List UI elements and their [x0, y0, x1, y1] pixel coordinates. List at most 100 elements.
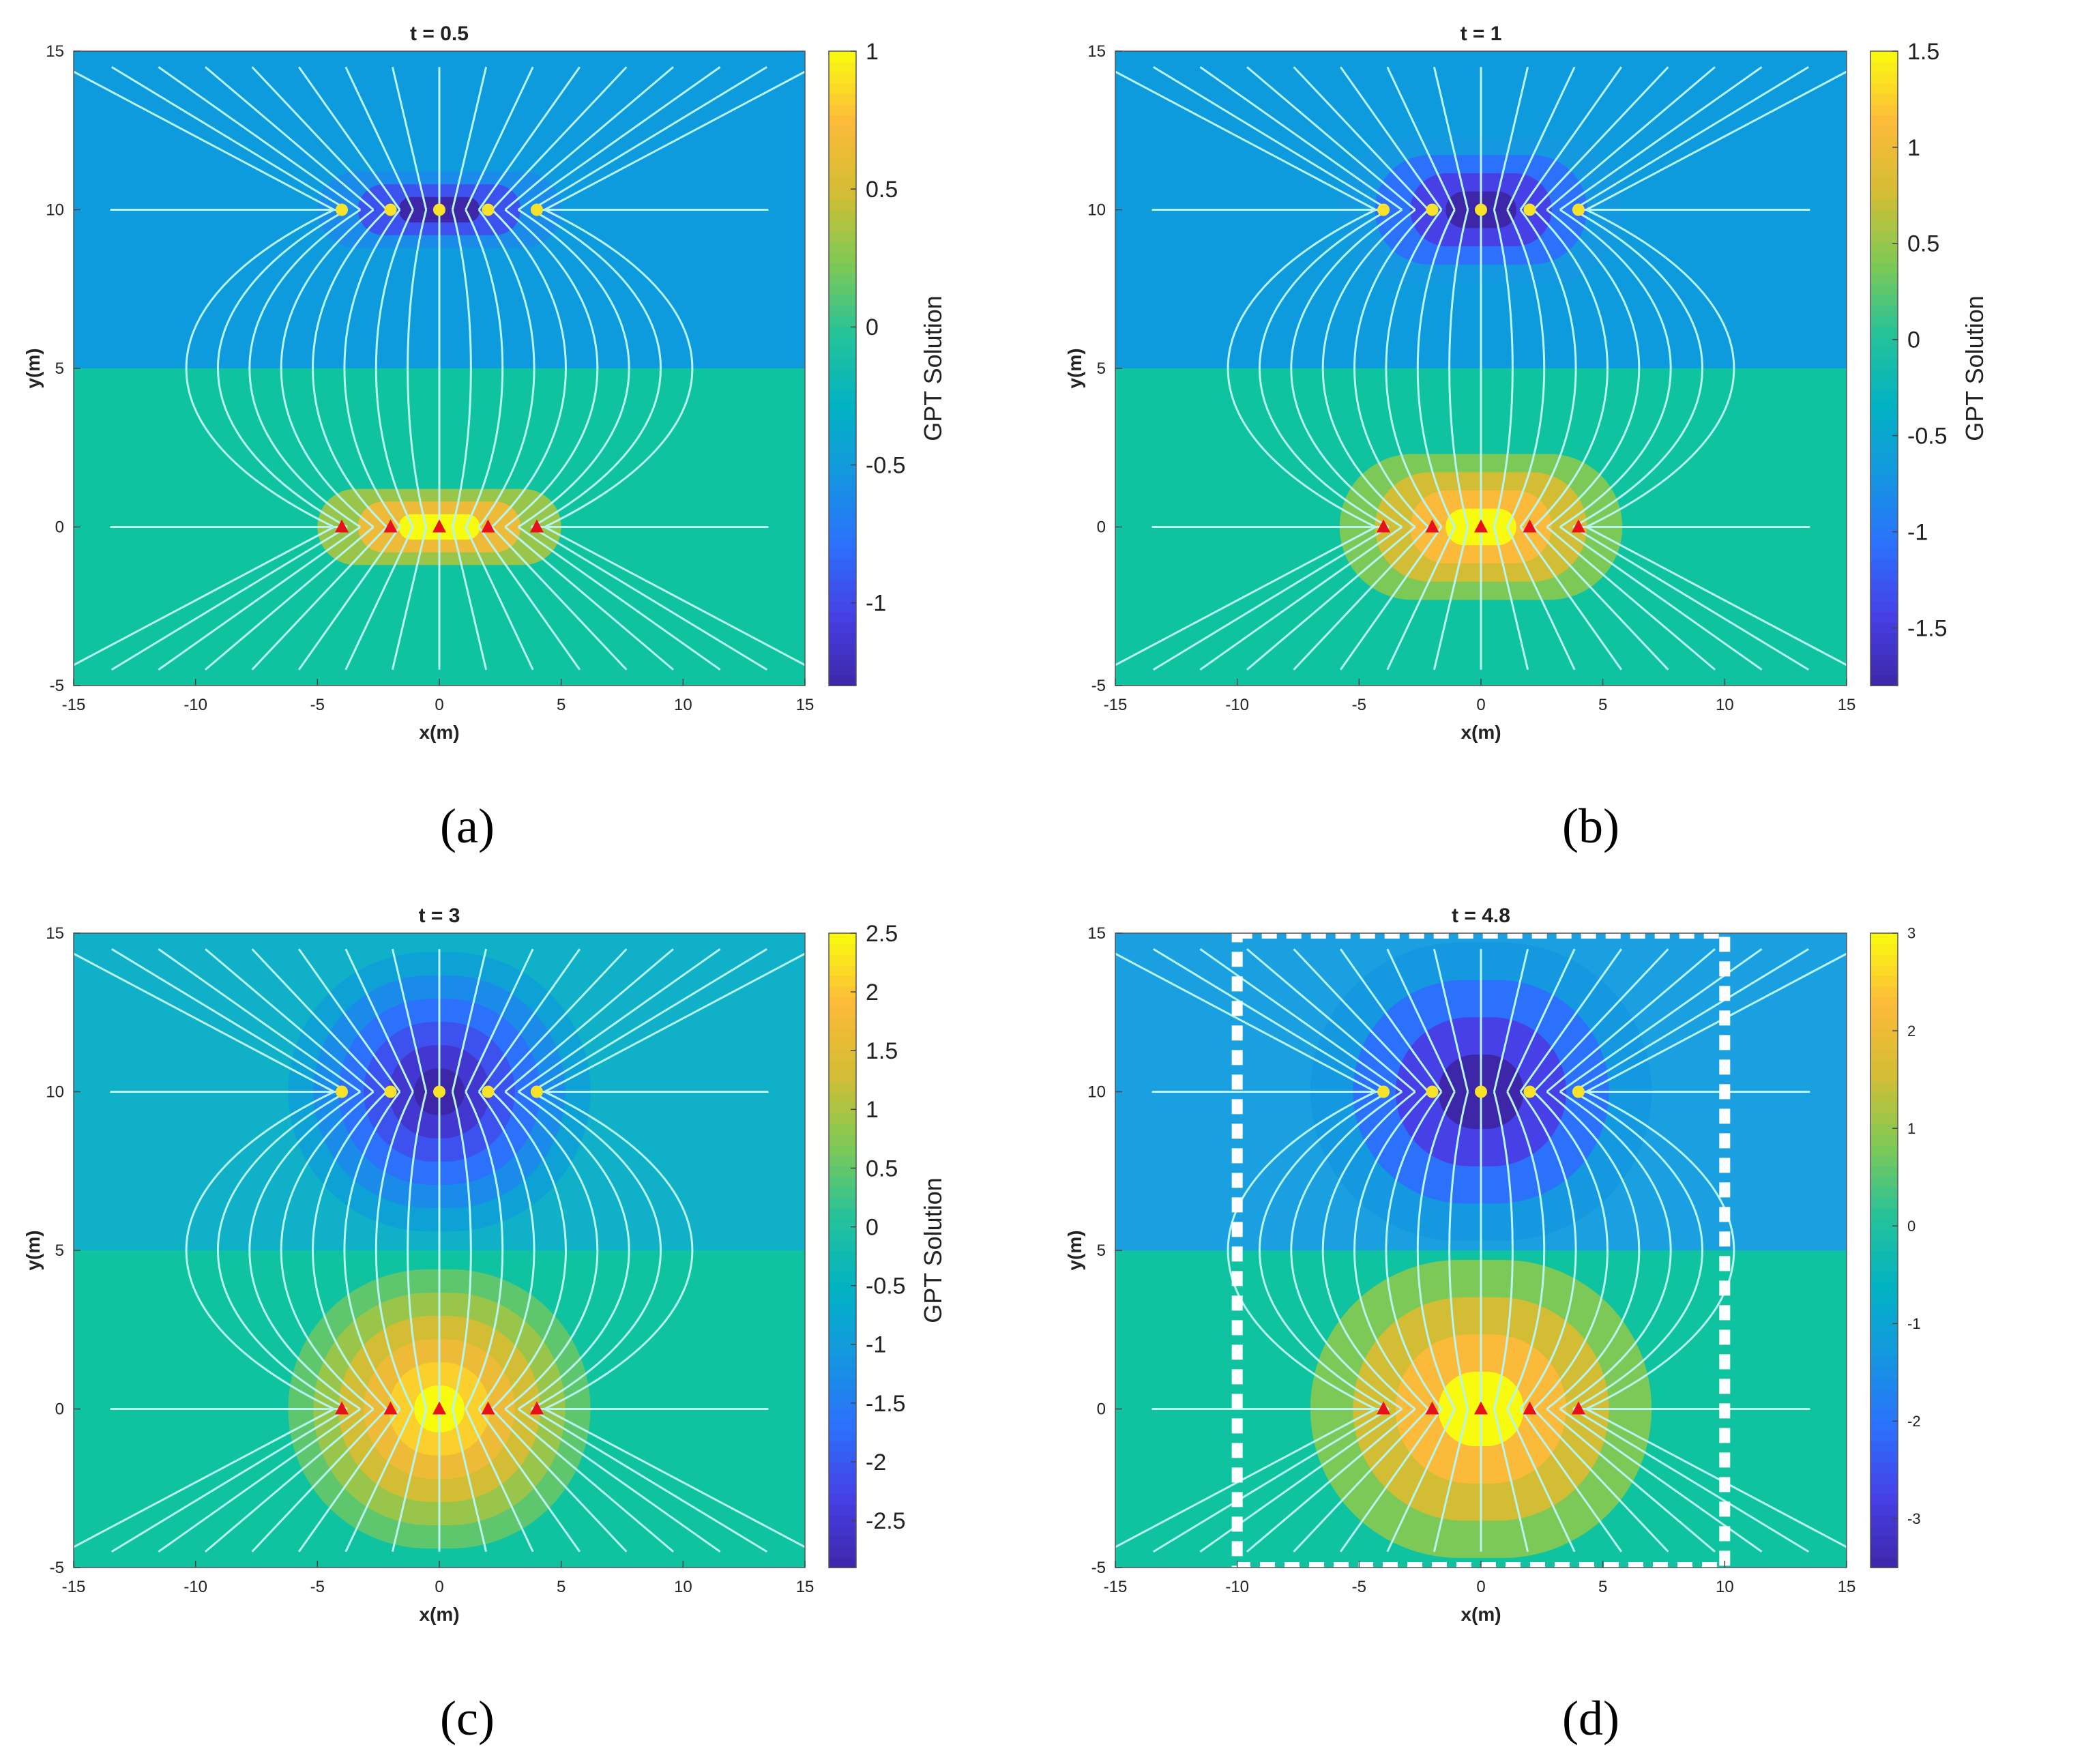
- colorbar-segment: [829, 495, 856, 507]
- sink-electrode: [335, 1401, 349, 1415]
- colorbar-segment: [1870, 1208, 1898, 1220]
- colorbar-segment: [1870, 1345, 1898, 1357]
- streamline: [544, 70, 805, 211]
- x-tick-label: 0: [1476, 1578, 1485, 1596]
- streamline: [1572, 947, 1810, 1093]
- streamline: [1533, 526, 1669, 671]
- colorbar-segment: [829, 1377, 856, 1389]
- plot-area: [74, 51, 805, 686]
- colorbar-segment: [1870, 241, 1898, 253]
- streamlines: [1115, 947, 1847, 1553]
- streamline: [1258, 209, 1390, 528]
- colorbar-segment: [1870, 986, 1898, 997]
- x-tick-label: 0: [435, 696, 443, 714]
- streamline: [251, 1408, 387, 1553]
- colorbar-segment: [829, 442, 856, 454]
- colorbar-segment: [1870, 357, 1898, 369]
- colorbar-segment: [829, 1091, 856, 1103]
- x-axis-label: x(m): [1461, 1604, 1501, 1625]
- colorbar-segment: [1870, 484, 1898, 496]
- colorbar-segment: [829, 400, 856, 411]
- colorbar-segment: [1870, 1271, 1898, 1283]
- streamline: [1493, 948, 1529, 1092]
- streamline: [465, 948, 534, 1093]
- streamline: [1533, 66, 1669, 211]
- colorbar-segment: [829, 1060, 856, 1072]
- colorbar-segment: [1870, 1398, 1898, 1410]
- colorbar-tick-label: -2.5: [866, 1508, 906, 1534]
- streamline: [1321, 1091, 1416, 1410]
- sink-electrode: [1377, 519, 1391, 533]
- colorbar-segment: [1870, 1261, 1898, 1272]
- streamline: [297, 66, 401, 211]
- x-tick-label: 10: [1716, 1578, 1734, 1596]
- colorbar-segment: [829, 1176, 856, 1188]
- colorbar-label: GPT Solution: [919, 1177, 947, 1323]
- colorbar-segment: [829, 1420, 856, 1431]
- colorbar-segment: [829, 93, 856, 105]
- sink-electrode: [432, 519, 446, 533]
- streamline: [1519, 526, 1623, 671]
- colorbar-segment: [1870, 1197, 1898, 1209]
- streamline: [1448, 209, 1469, 527]
- colorbar-segment: [829, 1324, 856, 1336]
- source-electrode: [1426, 1085, 1439, 1098]
- colorbar: -2.5 -2 -1.5 -1 -0.5 0 0.5 1 1.5 2 2.5 GPT Solution: [828, 921, 947, 1568]
- streamline: [1533, 948, 1669, 1093]
- y-tick-label: 15: [46, 42, 64, 61]
- streamline: [478, 526, 581, 671]
- x-tick-label: -5: [310, 1578, 325, 1596]
- x-tick-label: -15: [62, 1578, 86, 1596]
- streamline: [158, 66, 362, 211]
- colorbar-segment: [1870, 622, 1898, 634]
- colorbar-segment: [1870, 432, 1898, 443]
- colorbar-segment: [829, 643, 856, 655]
- streamlines: [74, 65, 805, 671]
- streamline: [1493, 527, 1529, 671]
- colorbar-segment: [1870, 1472, 1898, 1484]
- colorbar-segment: [1870, 263, 1898, 274]
- sink-electrode: [1571, 1401, 1585, 1415]
- streamline: [451, 1409, 488, 1553]
- colorbar-segment: [829, 986, 856, 997]
- source-electrode: [384, 1085, 397, 1098]
- colorbar-segment: [829, 421, 856, 432]
- streamline: [251, 66, 387, 211]
- colorbar-segment: [1870, 146, 1898, 158]
- colorbar-segment: [829, 432, 856, 443]
- source-electrode: [433, 203, 445, 216]
- colorbar-segment: [1870, 1028, 1898, 1040]
- x-tick-label: 15: [796, 696, 814, 714]
- colorbar-segment: [829, 1345, 856, 1357]
- streamline: [248, 1091, 362, 1410]
- colorbar-segment: [1870, 1451, 1898, 1462]
- x-tick-label: 5: [1598, 1578, 1607, 1596]
- panel-c: -15 -10 -5 0 5 10 15 -5 0 5 10 15 t = 3 x(m) y(m) -2.5-…: [0, 882, 1042, 1764]
- streamline: [491, 66, 628, 211]
- colorbar-segment: [1870, 1546, 1898, 1558]
- colorbar-segment: [829, 273, 856, 284]
- colorbar-segment: [829, 178, 856, 190]
- streamline: [1246, 1408, 1416, 1553]
- colorbar-segment: [1870, 1535, 1898, 1547]
- x-tick-label: -15: [1104, 1578, 1128, 1596]
- streamline: [478, 66, 581, 211]
- sink-electrode: [383, 519, 398, 533]
- streamline: [504, 1408, 675, 1553]
- colorbar-frame: [828, 932, 857, 1568]
- colorbar-segment: [1870, 1356, 1898, 1368]
- colorbar-segment: [1870, 1514, 1898, 1526]
- colorbar-segment: [829, 653, 856, 665]
- colorbar-segment: [1870, 231, 1898, 242]
- y-tick-label: 5: [55, 1241, 64, 1260]
- colorbar-segment: [1870, 664, 1898, 676]
- colorbar-segment: [829, 538, 856, 549]
- colorbar-segment: [829, 1525, 856, 1537]
- colorbar-segment: [829, 389, 856, 401]
- x-tick-label: 5: [1598, 696, 1607, 714]
- colorbar-segment: [829, 1197, 856, 1209]
- colorbar-segment: [829, 1070, 856, 1082]
- colorbar-segment: [829, 1356, 856, 1368]
- colorbar: -1.5 -1 -0.5 0 0.5 1 1.5 GPT Solution: [1870, 39, 1988, 686]
